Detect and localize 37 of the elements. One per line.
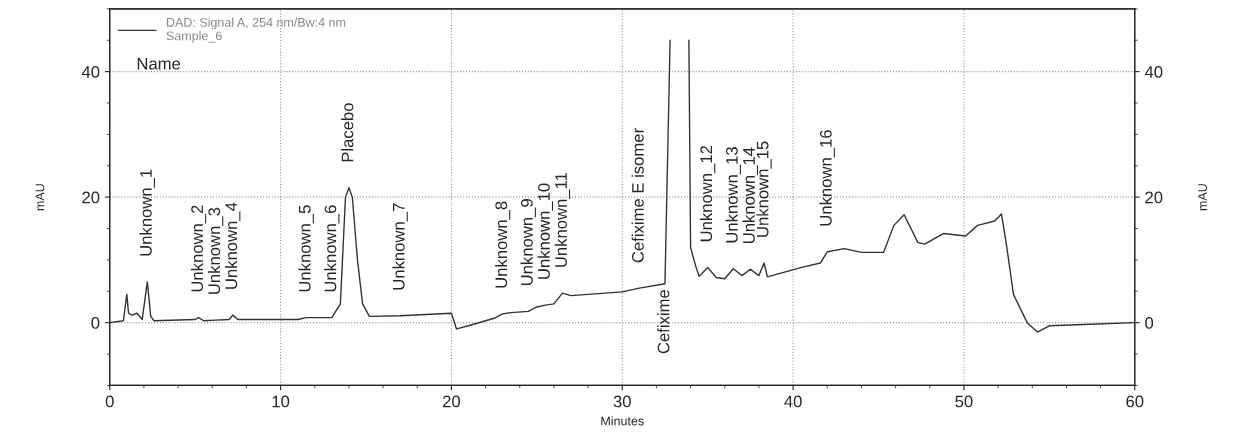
x-tick-label: 60 xyxy=(1126,395,1144,408)
y2-axis-title: mAU xyxy=(1198,184,1207,211)
annotation: Cefixime E isomer xyxy=(631,128,644,263)
x-tick-label: 30 xyxy=(613,395,631,408)
y2-tick-label: 20 xyxy=(1145,191,1163,204)
x-axis-title: Minutes xyxy=(601,416,644,426)
annotation: Unknown_16 xyxy=(819,130,835,226)
annotation: Unknown_10 xyxy=(537,183,553,279)
annotation: Unknown_13 xyxy=(725,147,741,243)
x-tick-label: 0 xyxy=(105,395,114,408)
annotation: Unknown_1 xyxy=(139,169,155,256)
y-tick-label: 40 xyxy=(81,66,100,78)
annotation: Unknown_5 xyxy=(298,205,314,292)
annotation: Unknown_15 xyxy=(756,141,772,237)
annotation: Unknown_14 xyxy=(742,147,758,244)
annotation: Unknown_8 xyxy=(494,201,511,288)
x-tick-label: 10 xyxy=(272,395,290,408)
x-tick-label: 50 xyxy=(955,395,973,408)
y-tick-label: 20 xyxy=(82,191,100,204)
annotation: Unknown_7 xyxy=(392,203,408,290)
y-tick-label: 0 xyxy=(91,317,100,329)
annotation: Cefixime xyxy=(657,290,670,354)
annotation: Name xyxy=(137,57,181,70)
x-tick-label: 20 xyxy=(442,395,461,408)
annotation: Unknown_9 xyxy=(520,199,536,286)
annotation: Unknown_4 xyxy=(224,202,241,289)
y-axis-title: mAU xyxy=(35,184,45,211)
annotation: Unknown_3 xyxy=(207,207,224,294)
annotation: Unknown_6 xyxy=(324,205,340,292)
legend-label: DAD: Signal A, 254 nm/Bw:4 nm Sample_6 xyxy=(166,17,346,43)
annotation: Unknown_2 xyxy=(190,205,207,292)
annotation: Placebo xyxy=(341,103,354,162)
annotation: Unknown_12 xyxy=(699,145,716,242)
y2-tick-label: 0 xyxy=(1145,317,1154,329)
y2-tick-label: 40 xyxy=(1144,66,1163,78)
annotation: Unknown_11 xyxy=(554,172,571,267)
x-tick-label: 40 xyxy=(784,395,802,408)
